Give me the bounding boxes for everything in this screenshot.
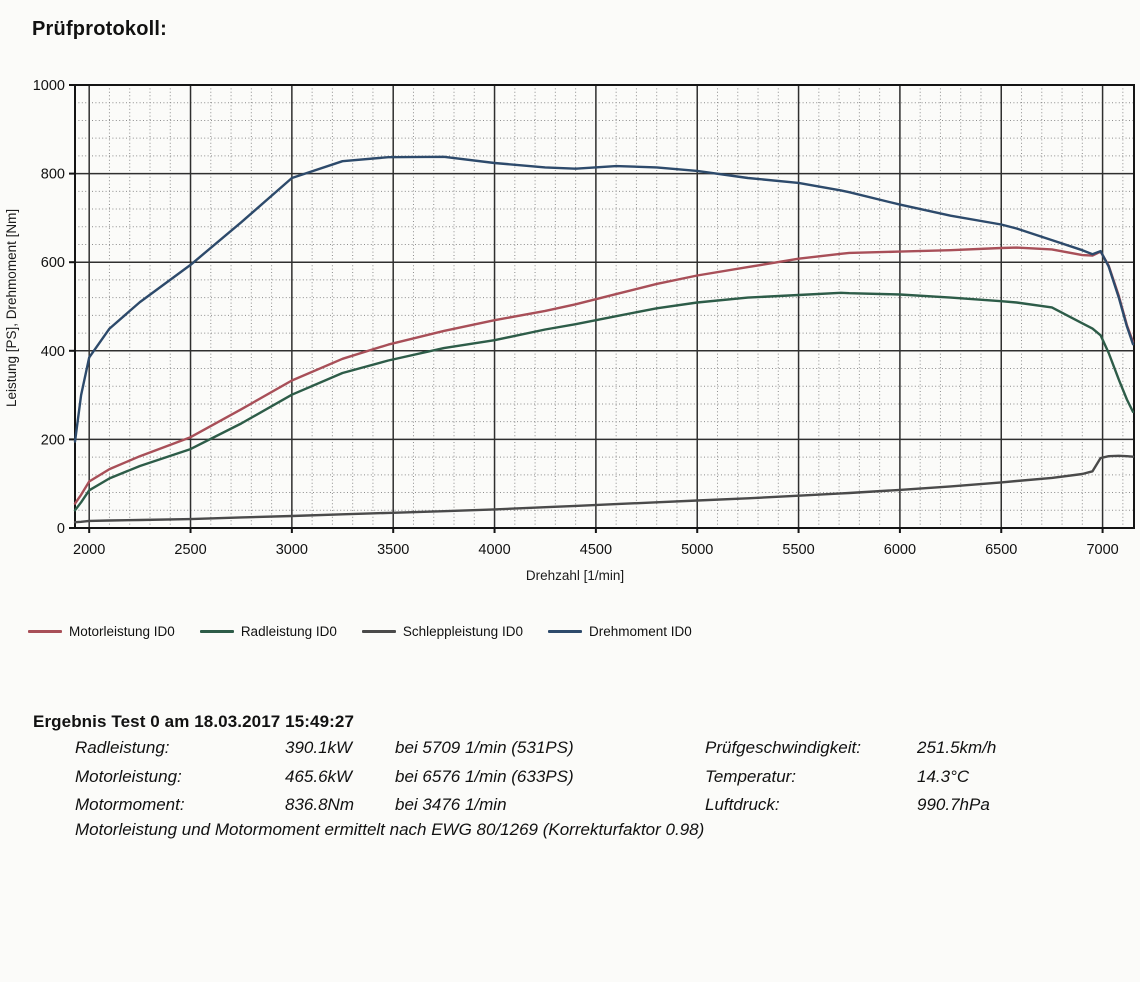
x-tick-label: 2000: [73, 542, 105, 558]
result-label: Luftdruck:: [705, 795, 780, 815]
x-tick-label: 3500: [377, 542, 409, 558]
y-tick-label: 600: [41, 255, 65, 271]
legend-label: Radleistung ID0: [240, 624, 337, 639]
dyno-chart: 0 200 400 600 800 1000 2000 2500 3000 3500 4000 450…: [4, 78, 1135, 583]
x-tick-label: 2500: [174, 542, 206, 558]
chart-plot-area: 0 200 400 600 800 1000 2000 2500 3000 3500 4000 450…: [33, 78, 1135, 558]
result-label: Motorleistung:: [75, 766, 182, 786]
drehmoment-line-swatch-icon: [547, 630, 582, 633]
x-tick-label: 3000: [276, 542, 308, 558]
x-tick-label: 6500: [985, 542, 1017, 558]
result-value: 465.6kW bei 6576 1/min (633PS): [285, 765, 705, 790]
result-value-condition: bei 3476 1/min: [395, 795, 507, 815]
curve-drehmoment-id0: [73, 155, 1135, 443]
x-tick-label: 4500: [580, 542, 612, 558]
page-title: Prüfprotokoll:: [32, 18, 168, 40]
legend-label: Motorleistung ID0: [69, 624, 175, 639]
legend-label: Drehmoment ID0: [588, 624, 692, 639]
result-value-number: 465.6kW: [285, 766, 353, 786]
result-value: 836.8Nm bei 3476 1/min: [285, 793, 705, 818]
x-tick-label: 7000: [1086, 542, 1118, 558]
y-tick-label: 1000: [33, 78, 65, 94]
y-tick-label: 0: [57, 521, 65, 537]
result-value-condition: bei 5709 1/min (531PS): [395, 738, 574, 757]
result-value-number: 836.8Nm: [285, 795, 354, 815]
y-axis-title: Leistung [PS], Drehmoment [Nm]: [4, 208, 19, 408]
results-block: Ergebnis Test 0 am 18.03.2017 15:49:27 R…: [33, 712, 1113, 840]
result-label: Temperatur:: [705, 766, 797, 786]
legend-item-motorleistung: Motorleistung ID0: [28, 624, 175, 639]
results-footnote: Motorleistung und Motormoment ermittelt …: [75, 819, 705, 839]
x-tick-label: 6000: [884, 542, 916, 558]
y-tick-label: 800: [41, 167, 65, 183]
legend-item-radleistung: Radleistung ID0: [199, 624, 337, 639]
result-label: Prüfgeschwindigkeit:: [705, 738, 861, 757]
result-value-condition: bei 6576 1/min (633PS): [395, 766, 574, 786]
result-value: 390.1kW bei 5709 1/min (531PS): [285, 736, 705, 761]
chart-legend: Motorleistung ID0 Radleistung ID0 Schlep…: [28, 624, 692, 639]
x-tick-label: 5000: [681, 542, 713, 558]
results-table: Radleistung: 390.1kW bei 5709 1/min (531P…: [75, 736, 1113, 818]
result-value: 14.3°C: [917, 766, 970, 786]
legend-item-schleppleistung: Schleppleistung ID0: [361, 624, 523, 639]
x-tick-label: 5500: [782, 542, 814, 558]
legend-label: Schleppleistung ID0: [402, 624, 523, 639]
motorleistung-line-swatch-icon: [28, 630, 62, 633]
schleppleistung-line-swatch-icon: [361, 630, 396, 633]
y-tick-label: 400: [41, 344, 65, 360]
legend-item-drehmoment: Drehmoment ID0: [547, 624, 692, 639]
x-tick-label: 4000: [478, 542, 510, 558]
result-value-number: 390.1kW: [285, 738, 353, 757]
y-tick-label: 200: [41, 432, 65, 448]
results-heading: Ergebnis Test 0 am 18.03.2017 15:49:27: [33, 712, 355, 731]
radleistung-line-swatch-icon: [199, 630, 234, 633]
result-label: Radleistung:: [75, 738, 170, 757]
curve-motorleistung-id0: [73, 246, 1135, 505]
result-label: Motormoment:: [75, 795, 185, 815]
result-value: 990.7hPa: [917, 795, 990, 815]
curve-schleppleistung-id0: [73, 454, 1135, 524]
curve-radleistung-id0: [73, 291, 1135, 512]
result-value: 251.5km/h: [917, 738, 997, 757]
x-axis-title: Drehzahl [1/min]: [525, 568, 625, 583]
